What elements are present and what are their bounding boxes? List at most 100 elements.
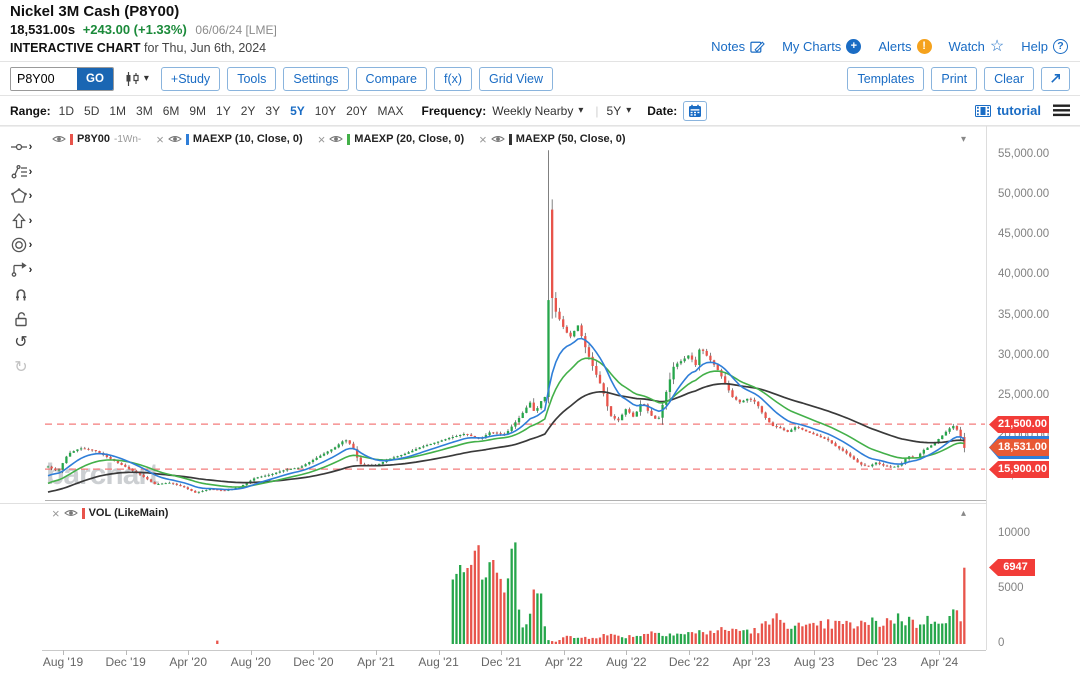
header-link-help[interactable]: Help?	[1021, 39, 1068, 54]
remove-study-icon[interactable]: ×	[156, 131, 164, 147]
frequency-select[interactable]: Weekly Nearby ▾	[492, 104, 583, 118]
annotation-tool[interactable]: ›	[10, 163, 32, 181]
volume-axis-label: 10000	[998, 527, 1030, 539]
visibility-icon[interactable]	[52, 134, 66, 144]
candlestick-type-icon	[126, 71, 139, 86]
tools-button[interactable]: Tools	[227, 66, 277, 91]
range-item-max[interactable]: MAX	[377, 103, 404, 118]
visibility-icon[interactable]	[490, 134, 505, 144]
x-axis-tick	[814, 650, 816, 655]
range-item-1m[interactable]: 1M	[109, 103, 127, 118]
menu-button[interactable]	[1053, 104, 1070, 117]
redo-button[interactable]: ↻	[14, 359, 27, 377]
chevron-down-icon: ▾	[143, 73, 149, 84]
volume-plot[interactable]	[45, 520, 985, 650]
circle-tool[interactable]: ›	[10, 236, 32, 254]
header-link-watch[interactable]: Watch ☆	[949, 37, 1005, 55]
price-chart-plot[interactable]	[45, 148, 985, 500]
last-price: 18,531.00s	[10, 22, 76, 37]
print-button[interactable]: Print	[931, 66, 978, 91]
-study-button[interactable]: +Study	[160, 66, 221, 91]
y-axis-label: 25,000.00	[998, 389, 1050, 401]
tutorial-link[interactable]: tutorial	[974, 103, 1041, 118]
price-change: +243.00 (+1.33%)	[82, 22, 187, 37]
shapes-tool[interactable]: ›	[10, 187, 33, 205]
x-axis-tick	[313, 650, 315, 655]
chevron-down-icon: ▾	[626, 105, 632, 116]
chart-type-selector[interactable]: ▾	[124, 71, 149, 87]
x-axis-label: Aug '19	[42, 655, 84, 669]
date-picker-button[interactable]	[683, 100, 708, 121]
period-value: 5Y	[606, 103, 622, 118]
x-axis-tick	[939, 650, 941, 655]
frequency-value: Weekly Nearby	[492, 103, 574, 118]
period-select[interactable]: 5Y ▾	[607, 104, 632, 118]
x-axis-label: Aug '21	[418, 655, 459, 669]
remove-study-icon[interactable]: ×	[479, 131, 487, 147]
expand-chart-button[interactable]	[1041, 66, 1070, 91]
f-x--button[interactable]: f(x)	[433, 66, 473, 91]
legend-item-volume: × VOL (LikeMain)	[52, 505, 168, 521]
range-item-20y[interactable]: 20Y	[346, 103, 368, 118]
x-axis-label: Apr '23	[732, 655, 771, 669]
price-tag: 18,531.00	[989, 439, 1049, 456]
compare-button[interactable]: Compare	[355, 66, 427, 91]
unlock-tool[interactable]	[12, 310, 30, 328]
measure-tool[interactable]: ›	[10, 261, 33, 279]
divider: |	[595, 103, 599, 118]
chart-kind-label: INTERACTIVE CHART	[10, 41, 141, 55]
range-item-9m[interactable]: 9M	[189, 103, 207, 118]
header-link-notes[interactable]: Notes	[711, 39, 765, 54]
trendline-tool[interactable]: ›	[10, 138, 32, 156]
pencil-square-icon	[750, 39, 765, 54]
y-axis-label: 35,000.00	[998, 309, 1050, 321]
chart-for-label: for Thu, Jun 6th, 2024	[144, 41, 267, 55]
series-color-bar	[185, 133, 189, 145]
price-tag: 15,900.00	[989, 461, 1049, 478]
x-axis-label: Dec '20	[293, 655, 334, 669]
grid-view-button[interactable]: Grid View	[479, 66, 553, 91]
range-item-5d[interactable]: 5D	[84, 103, 100, 118]
range-item-2y[interactable]: 2Y	[240, 103, 256, 118]
settings-button[interactable]: Settings	[283, 66, 349, 91]
link-label: Notes	[711, 39, 746, 54]
x-axis-tick	[626, 650, 628, 655]
range-item-1d[interactable]: 1D	[58, 103, 75, 118]
remove-study-icon[interactable]: ×	[317, 131, 326, 147]
x-axis-label: Dec '22	[668, 655, 710, 669]
range-item-1y[interactable]: 1Y	[216, 103, 231, 118]
symbol-input[interactable]	[11, 67, 77, 90]
right-buttons: Templates Print Clear	[847, 66, 1070, 91]
go-button[interactable]: GO	[77, 67, 113, 90]
header-link-alerts[interactable]: Alerts!	[878, 39, 932, 54]
range-item-3y[interactable]: 3Y	[265, 103, 281, 118]
series-color-bar	[508, 133, 512, 145]
range-item-3m[interactable]: 3M	[136, 103, 153, 118]
chart-toolbar: GO ▾ +StudyToolsSettingsComparef(x)Grid …	[0, 62, 1080, 96]
chevron-right-icon: ›	[28, 263, 33, 276]
price-tag: 6947	[989, 559, 1035, 576]
remove-study-icon[interactable]: ×	[52, 505, 60, 521]
range-item-6m[interactable]: 6M	[162, 103, 180, 118]
templates-button[interactable]: Templates	[847, 66, 925, 91]
main-panel-collapse[interactable]: ▾	[961, 134, 967, 145]
range-item-10y[interactable]: 10Y	[314, 103, 337, 118]
symbol-search: GO	[10, 66, 114, 91]
y-axis-label: 55,000.00	[998, 148, 1050, 160]
header-link-my-charts[interactable]: My Charts +	[782, 39, 862, 54]
visibility-icon[interactable]	[63, 508, 78, 518]
visibility-icon[interactable]	[329, 134, 344, 144]
chevron-right-icon: ›	[28, 190, 33, 202]
volume-axis-label: 5000	[998, 582, 1024, 594]
y-axis-label: 45,000.00	[998, 228, 1050, 240]
range-item-5y[interactable]: 5Y	[290, 103, 305, 118]
magnet-tool[interactable]	[12, 285, 30, 303]
volume-panel-collapse[interactable]: ▴	[961, 508, 967, 519]
star-icon: ☆	[989, 37, 1005, 55]
undo-button[interactable]: ↺	[14, 334, 27, 352]
y-axis-label: 50,000.00	[998, 188, 1050, 200]
arrow-tool[interactable]: ›	[10, 212, 32, 230]
series-color-bar	[81, 507, 85, 519]
clear-button[interactable]: Clear	[984, 66, 1034, 91]
visibility-icon[interactable]	[167, 134, 182, 144]
